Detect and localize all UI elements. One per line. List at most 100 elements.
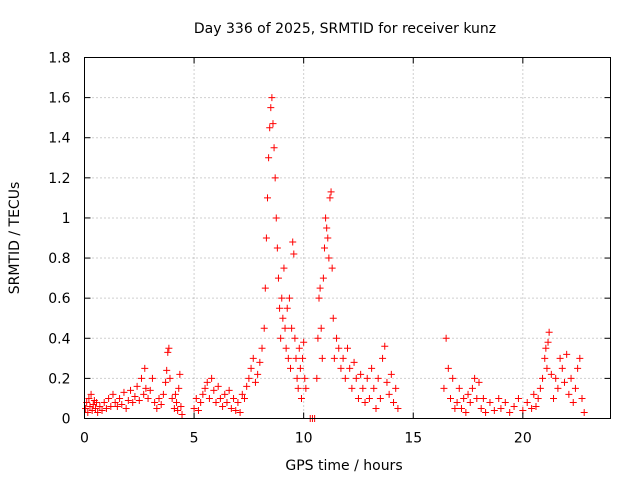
data-point — [178, 410, 186, 418]
data-point — [462, 408, 470, 416]
data-point — [96, 402, 104, 410]
data-point — [352, 374, 360, 382]
data-point — [87, 390, 95, 398]
data-point — [267, 104, 275, 112]
data-point — [144, 394, 152, 402]
data-point — [175, 384, 183, 392]
data-point — [327, 188, 335, 196]
x-tick-label: 5 — [190, 431, 199, 447]
data-point — [376, 394, 384, 402]
data-point — [357, 370, 365, 378]
data-point — [319, 274, 327, 282]
data-point — [359, 384, 367, 392]
data-point — [532, 402, 540, 410]
data-point — [199, 390, 207, 398]
x-tick-label: 0 — [80, 431, 89, 447]
data-point — [273, 244, 281, 252]
data-point — [157, 400, 165, 408]
data-point — [93, 398, 101, 406]
data-point — [288, 324, 296, 332]
data-point — [240, 394, 248, 402]
data-point — [475, 378, 483, 386]
data-point — [109, 390, 117, 398]
data-point — [495, 394, 503, 402]
data-point — [290, 250, 298, 258]
data-point — [243, 382, 251, 390]
data-point — [153, 404, 161, 412]
data-point — [262, 234, 270, 242]
data-point — [335, 344, 343, 352]
data-point — [392, 384, 400, 392]
data-point — [468, 384, 476, 392]
data-point — [214, 382, 222, 390]
data-point — [98, 406, 106, 414]
data-point — [528, 404, 536, 412]
data-point — [383, 378, 391, 386]
data-point — [523, 398, 531, 406]
data-point — [318, 354, 326, 362]
data-point — [225, 386, 233, 394]
data-point — [510, 402, 518, 410]
data-point — [271, 174, 279, 182]
data-point — [269, 120, 277, 128]
data-point — [447, 394, 455, 402]
y-tick-label: 0.8 — [48, 251, 70, 267]
data-point — [453, 398, 461, 406]
data-point — [177, 402, 185, 410]
data-point — [234, 398, 242, 406]
data-point — [274, 274, 282, 282]
data-point — [320, 244, 328, 252]
data-point — [94, 408, 102, 416]
data-point — [451, 404, 459, 412]
data-point — [547, 370, 555, 378]
data-point — [113, 402, 121, 410]
data-point — [363, 374, 371, 382]
data-point — [344, 344, 351, 352]
data-point — [323, 224, 331, 232]
grid-lines — [84, 57, 611, 419]
data-point — [370, 384, 378, 392]
data-point — [460, 394, 468, 402]
data-point — [543, 364, 551, 372]
data-point — [466, 398, 474, 406]
data-point — [544, 338, 552, 346]
data-point — [276, 304, 284, 312]
data-point — [137, 374, 145, 382]
data-point — [497, 404, 505, 412]
data-point — [260, 324, 268, 332]
data-point — [565, 390, 573, 398]
data-point — [541, 354, 549, 362]
y-tick-label: 0 — [62, 412, 71, 428]
data-point — [162, 378, 170, 386]
data-point — [292, 354, 300, 362]
data-point — [102, 404, 110, 412]
data-point — [486, 398, 494, 406]
data-point — [91, 404, 99, 412]
data-point — [223, 398, 231, 406]
data-point — [361, 398, 369, 406]
data-point — [236, 408, 244, 416]
y-tick-label: 0.6 — [48, 291, 70, 307]
data-point — [296, 364, 304, 372]
data-point — [131, 392, 139, 400]
y-tick-label: 1 — [62, 211, 71, 227]
data-point — [111, 398, 119, 406]
data-point — [315, 294, 323, 302]
data-point — [563, 350, 571, 358]
data-point — [282, 344, 290, 352]
data-point — [164, 348, 172, 356]
data-point — [100, 398, 108, 406]
data-point — [368, 364, 376, 372]
data-point — [285, 294, 293, 302]
data-point — [372, 404, 380, 412]
data-point — [558, 364, 566, 372]
data-point — [578, 394, 586, 402]
y-tick-label: 0.4 — [48, 331, 70, 347]
data-point — [317, 324, 325, 332]
data-point — [155, 394, 163, 402]
data-point — [120, 388, 128, 396]
data-point — [247, 364, 255, 372]
data-point — [394, 404, 402, 412]
data-point — [471, 374, 479, 382]
